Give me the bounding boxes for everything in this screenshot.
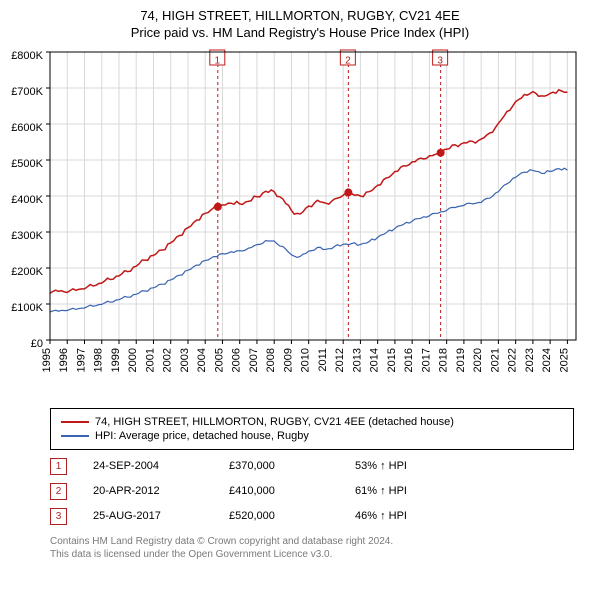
- footer-line-1: Contains HM Land Registry data © Crown c…: [50, 535, 574, 548]
- svg-text:3: 3: [437, 55, 443, 66]
- legend-label: 74, HIGH STREET, HILLMORTON, RUGBY, CV21…: [95, 416, 454, 428]
- svg-text:2015: 2015: [386, 348, 398, 372]
- legend-swatch: [61, 435, 89, 437]
- chart-area: £0£100K£200K£300K£400K£500K£600K£700K£80…: [0, 42, 600, 402]
- svg-text:2007: 2007: [248, 348, 260, 372]
- svg-text:2016: 2016: [403, 348, 415, 372]
- svg-text:1995: 1995: [41, 348, 53, 372]
- event-date: 24-SEP-2004: [93, 460, 203, 472]
- svg-text:2001: 2001: [144, 348, 156, 372]
- title-block: 74, HIGH STREET, HILLMORTON, RUGBY, CV21…: [0, 0, 600, 42]
- svg-text:2: 2: [345, 55, 351, 66]
- svg-text:2018: 2018: [438, 348, 450, 372]
- title-line-1: 74, HIGH STREET, HILLMORTON, RUGBY, CV21…: [0, 8, 600, 25]
- svg-text:£400K: £400K: [11, 194, 43, 206]
- svg-text:£800K: £800K: [11, 50, 43, 62]
- svg-text:2011: 2011: [317, 348, 329, 372]
- svg-text:£700K: £700K: [11, 86, 43, 98]
- svg-text:1998: 1998: [93, 348, 105, 372]
- svg-text:2006: 2006: [231, 348, 243, 372]
- svg-text:1: 1: [215, 55, 221, 66]
- svg-text:£600K: £600K: [11, 122, 43, 134]
- event-pct: 53% ↑ HPI: [355, 460, 407, 472]
- svg-text:2005: 2005: [213, 348, 225, 372]
- svg-text:2024: 2024: [541, 348, 553, 372]
- svg-text:2010: 2010: [300, 348, 312, 372]
- svg-text:1996: 1996: [58, 348, 70, 372]
- event-row: 2 20-APR-2012 £410,000 61% ↑ HPI: [50, 479, 574, 504]
- legend-item: HPI: Average price, detached house, Rugb…: [61, 429, 563, 443]
- title-line-2: Price paid vs. HM Land Registry's House …: [0, 25, 600, 42]
- event-number-box: 3: [50, 508, 67, 525]
- svg-text:2020: 2020: [472, 348, 484, 372]
- svg-text:2003: 2003: [179, 348, 191, 372]
- legend-box: 74, HIGH STREET, HILLMORTON, RUGBY, CV21…: [50, 408, 574, 450]
- svg-text:2017: 2017: [420, 348, 432, 372]
- svg-text:2013: 2013: [351, 348, 363, 372]
- event-price: £520,000: [229, 510, 329, 522]
- event-date: 20-APR-2012: [93, 485, 203, 497]
- event-date: 25-AUG-2017: [93, 510, 203, 522]
- svg-text:2023: 2023: [524, 348, 536, 372]
- svg-text:2025: 2025: [558, 348, 570, 372]
- svg-text:2022: 2022: [507, 348, 519, 372]
- svg-text:1997: 1997: [75, 348, 87, 372]
- svg-text:2008: 2008: [265, 348, 277, 372]
- legend-label: HPI: Average price, detached house, Rugb…: [95, 430, 309, 442]
- legend-swatch: [61, 421, 89, 423]
- event-pct: 46% ↑ HPI: [355, 510, 407, 522]
- svg-text:2009: 2009: [282, 348, 294, 372]
- event-number-box: 1: [50, 458, 67, 475]
- chart-svg: £0£100K£200K£300K£400K£500K£600K£700K£80…: [0, 42, 600, 402]
- svg-text:1999: 1999: [110, 348, 122, 372]
- event-row: 1 24-SEP-2004 £370,000 53% ↑ HPI: [50, 454, 574, 479]
- chart-container: 74, HIGH STREET, HILLMORTON, RUGBY, CV21…: [0, 0, 600, 561]
- events-table: 1 24-SEP-2004 £370,000 53% ↑ HPI 2 20-AP…: [50, 454, 574, 529]
- svg-text:£300K: £300K: [11, 230, 43, 242]
- footer-line-2: This data is licensed under the Open Gov…: [50, 548, 574, 561]
- svg-text:£100K: £100K: [11, 302, 43, 314]
- svg-text:£200K: £200K: [11, 266, 43, 278]
- event-number-box: 2: [50, 483, 67, 500]
- event-price: £410,000: [229, 485, 329, 497]
- legend-item: 74, HIGH STREET, HILLMORTON, RUGBY, CV21…: [61, 415, 563, 429]
- footer-attribution: Contains HM Land Registry data © Crown c…: [50, 535, 574, 561]
- svg-text:2000: 2000: [127, 348, 139, 372]
- svg-text:2004: 2004: [196, 348, 208, 372]
- event-pct: 61% ↑ HPI: [355, 485, 407, 497]
- svg-text:£500K: £500K: [11, 158, 43, 170]
- svg-text:2014: 2014: [369, 348, 381, 372]
- event-row: 3 25-AUG-2017 £520,000 46% ↑ HPI: [50, 504, 574, 529]
- svg-text:2002: 2002: [162, 348, 174, 372]
- event-price: £370,000: [229, 460, 329, 472]
- svg-text:2012: 2012: [334, 348, 346, 372]
- svg-text:2019: 2019: [455, 348, 467, 372]
- svg-text:2021: 2021: [489, 348, 501, 372]
